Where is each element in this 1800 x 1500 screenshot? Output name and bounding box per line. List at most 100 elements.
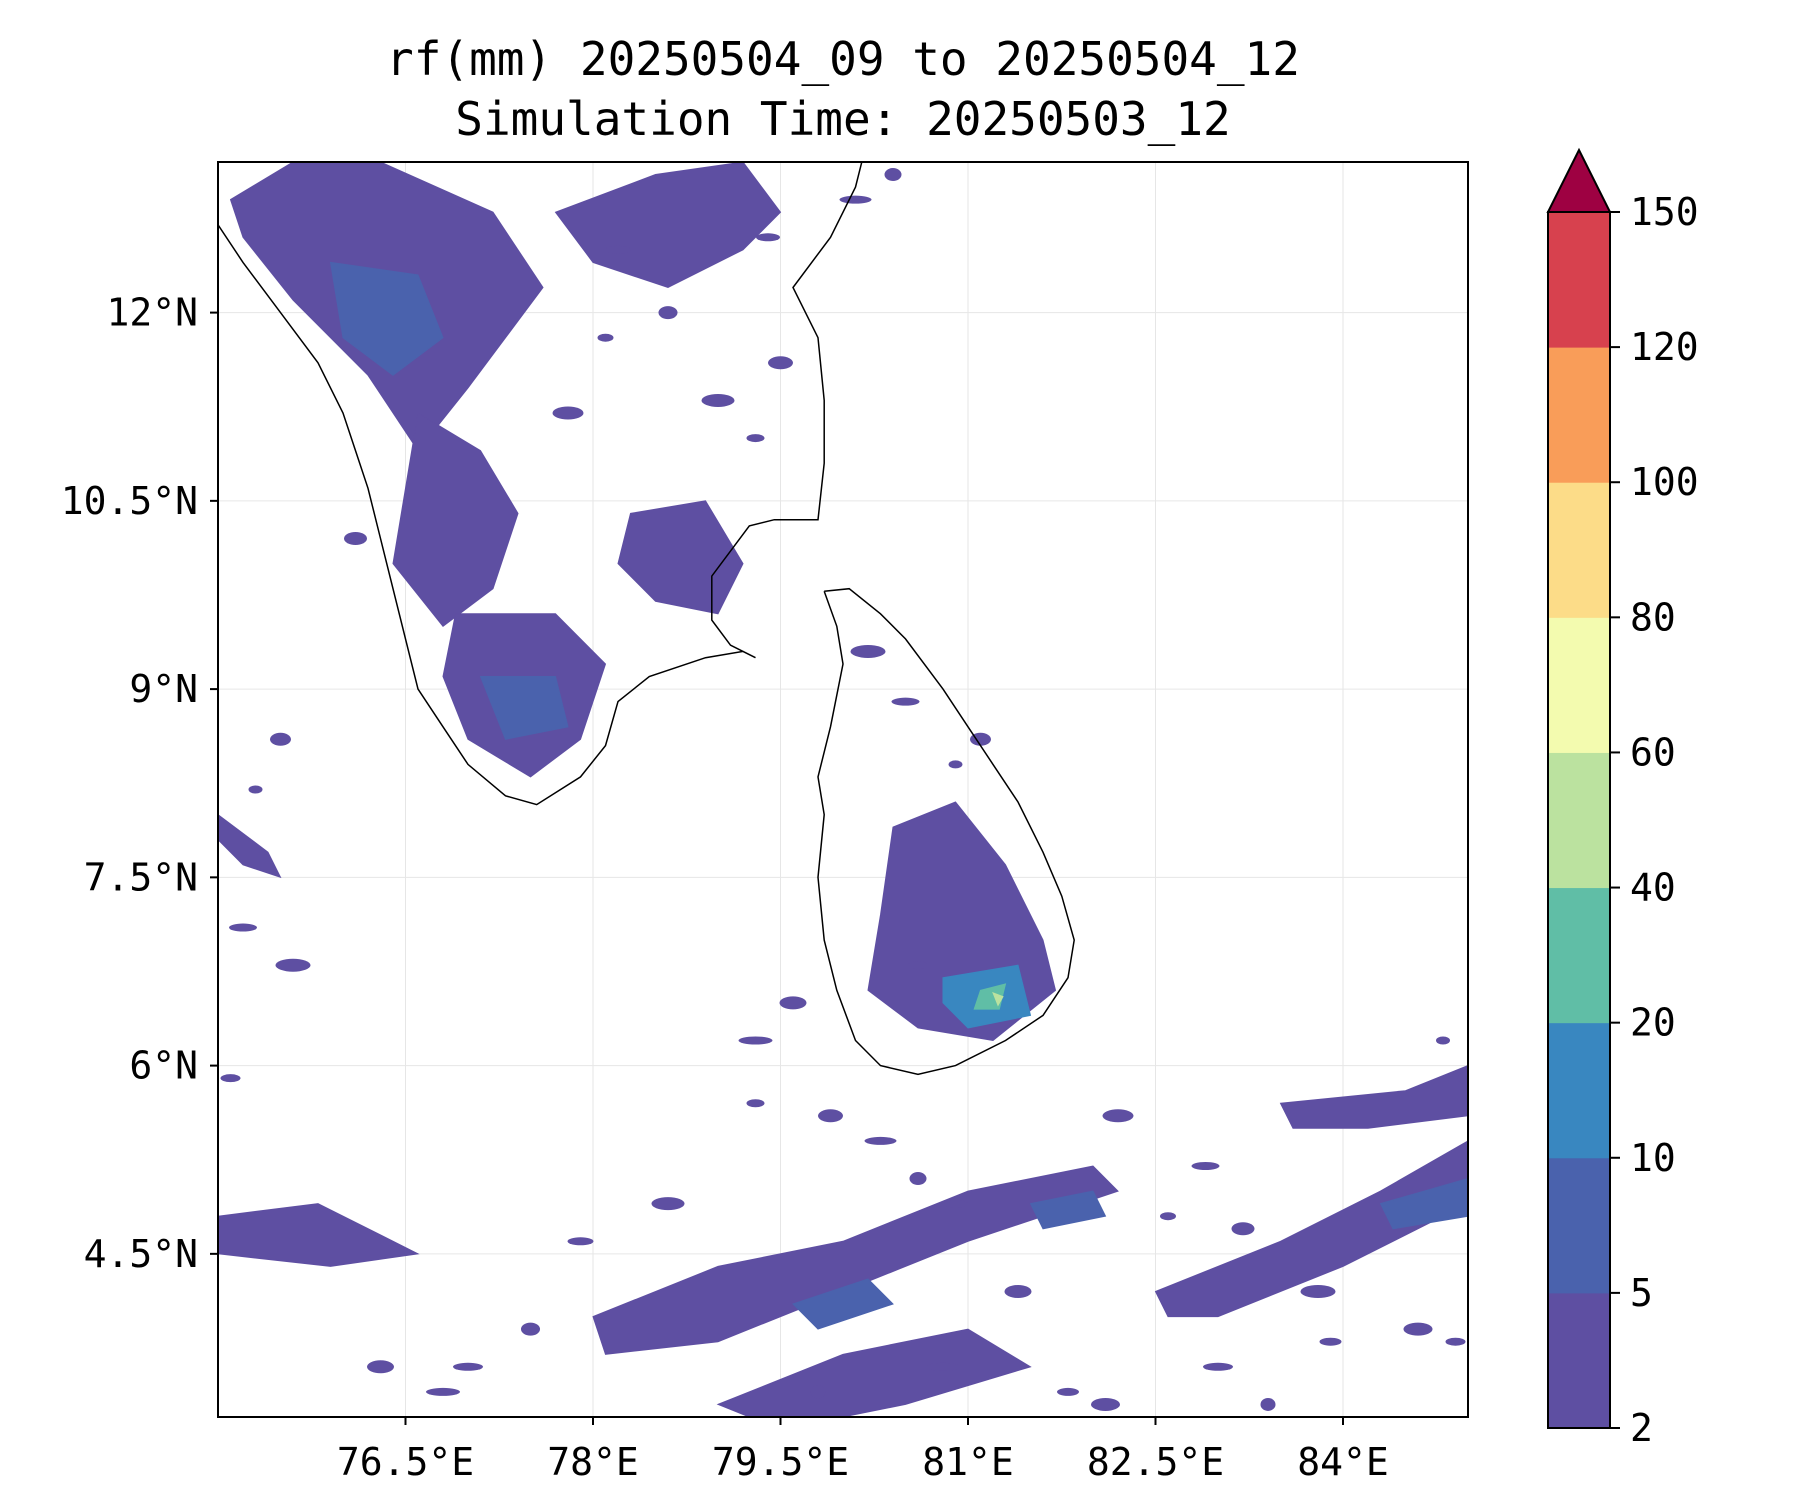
colorbar-segment-6 xyxy=(1548,482,1610,618)
colorbar-segment-1 xyxy=(1548,1157,1610,1294)
rain-cell-23 xyxy=(970,732,991,746)
rain-cell-40 xyxy=(453,1362,483,1371)
colorbar-label-4: 40 xyxy=(1630,866,1676,910)
rain-cell-8 xyxy=(567,1237,594,1246)
rain-cell-33 xyxy=(768,356,793,370)
rain-cell-38 xyxy=(597,333,614,342)
rain-region-western-ghats-mid xyxy=(392,412,519,627)
colorbar-extend-arrow xyxy=(1546,147,1612,213)
colorbar-segment-7 xyxy=(1548,347,1610,483)
colorbar-segment-3 xyxy=(1548,887,1610,1024)
rain-cell-44 xyxy=(1436,1036,1450,1045)
colorbar-segment-8 xyxy=(1548,212,1610,348)
rain-cell-24 xyxy=(891,697,920,706)
rain-region-equatorial-band-1 xyxy=(592,1165,1119,1355)
rain-cell-1 xyxy=(270,732,291,746)
rain-cell-46 xyxy=(1191,1162,1220,1170)
rain-cell-19 xyxy=(1260,1397,1276,1411)
rain-cell-47 xyxy=(1300,1285,1336,1298)
rain-region-equatorial-band-3 xyxy=(716,1328,1032,1417)
rain-cell-43 xyxy=(1091,1397,1120,1411)
rain-cell-29 xyxy=(658,306,678,320)
y-tick-label-4: 6°N xyxy=(129,1044,198,1088)
x-tick-label-3: 81°E xyxy=(922,1440,1014,1484)
rain-region-equatorial-band-4 xyxy=(1279,1065,1468,1129)
colorbar-label-1: 5 xyxy=(1630,1271,1653,1315)
rain-cell-28 xyxy=(738,1036,773,1045)
y-tick-label-3: 7.5°N xyxy=(84,855,198,899)
colorbar-frame xyxy=(1547,211,1611,1429)
rain-region-equatorial-core-3 xyxy=(1029,1190,1107,1230)
chart-title: rf(mm) 20250504_09 to 20250504_12 xyxy=(386,32,1300,86)
rain-cell-6 xyxy=(426,1387,460,1396)
rain-cell-17 xyxy=(1231,1222,1255,1236)
rain-region-equatorial-core-1 xyxy=(792,1278,894,1330)
rain-cell-3 xyxy=(275,958,311,972)
rain-region-equatorial-band-2 xyxy=(1154,1140,1468,1318)
coastline-sri-lanka xyxy=(817,587,1075,1076)
colorbar-label-8: 120 xyxy=(1630,325,1699,369)
colorbar-label-6: 80 xyxy=(1630,595,1676,639)
rain-cell-30 xyxy=(605,245,631,254)
colorbar-label-0: 2 xyxy=(1630,1406,1653,1450)
x-tick-label-4: 82.5°E xyxy=(1087,1440,1224,1484)
rain-cell-31 xyxy=(701,393,735,407)
y-tick-label-2: 9°N xyxy=(129,667,198,711)
rain-cell-15 xyxy=(1102,1109,1134,1123)
rain-cell-48 xyxy=(1445,1337,1466,1346)
rain-region-west-edge-strip xyxy=(218,813,282,879)
rain-region-tn-south-core xyxy=(479,676,569,740)
rain-region-equatorial-core-2 xyxy=(1379,1177,1468,1230)
x-tick-label-5: 84°E xyxy=(1297,1440,1389,1484)
colorbar-label-7: 100 xyxy=(1630,460,1699,504)
colorbar-label-9: 150 xyxy=(1630,190,1699,234)
rain-cell-0 xyxy=(248,785,263,794)
rain-cell-10 xyxy=(746,1099,765,1108)
rain-cell-34 xyxy=(839,195,872,204)
rain-cell-22 xyxy=(948,760,963,769)
rain-cell-9 xyxy=(651,1197,685,1211)
rain-cell-37 xyxy=(552,406,584,420)
rainfall-contours xyxy=(218,162,1468,1417)
rain-cell-20 xyxy=(1319,1337,1342,1346)
map-plot-area xyxy=(217,161,1469,1418)
rain-cell-2 xyxy=(229,923,257,932)
rain-cell-16 xyxy=(1160,1212,1176,1221)
rain-cell-7 xyxy=(521,1322,540,1336)
colorbar-segment-4 xyxy=(1548,752,1610,889)
rain-cell-11 xyxy=(818,1109,843,1123)
rain-cell-50 xyxy=(926,1362,960,1371)
rain-cell-36 xyxy=(756,233,780,242)
colorbar-label-3: 20 xyxy=(1630,1001,1676,1045)
colorbar-segment-2 xyxy=(1548,1022,1610,1159)
rain-cell-18 xyxy=(1203,1362,1233,1371)
rain-region-north-east-ghats xyxy=(554,162,782,289)
x-tick-label-1: 78°E xyxy=(547,1440,639,1484)
rain-cell-25 xyxy=(850,644,886,658)
rain-cell-4 xyxy=(220,1074,241,1083)
coastline-india xyxy=(218,162,863,806)
rain-cell-42 xyxy=(1057,1387,1079,1396)
rain-cell-12 xyxy=(864,1136,897,1145)
y-tick-label-1: 10.5°N xyxy=(61,479,198,523)
rain-cell-13 xyxy=(909,1172,927,1186)
rain-cell-27 xyxy=(779,996,807,1010)
colorbar-label-5: 60 xyxy=(1630,730,1676,774)
rain-cell-32 xyxy=(746,434,765,443)
colorbar-label-2: 10 xyxy=(1630,1136,1676,1180)
rain-region-west-edge-band xyxy=(218,1203,420,1267)
rain-region-kerala-core xyxy=(329,261,444,376)
rain-cell-45 xyxy=(1457,1071,1468,1085)
y-tick-label-0: 12°N xyxy=(106,291,198,335)
rain-cell-14 xyxy=(943,1199,968,1208)
rain-cell-49 xyxy=(1004,1285,1032,1298)
rain-cell-35 xyxy=(884,168,902,182)
colorbar-segment-0 xyxy=(1548,1292,1610,1429)
colorbar: 2 5 10 20 40 60 80 100 120 150 xyxy=(1546,147,1699,1450)
rain-region-sri-lanka-max xyxy=(992,991,1004,1007)
rain-cell-39 xyxy=(344,532,367,545)
y-tick-label-5: 4.5°N xyxy=(84,1232,198,1276)
rain-cell-26 xyxy=(908,961,928,970)
y-axis-ticks: 12°N 10.5°N 9°N 7.5°N 6°N 4.5°N xyxy=(61,291,218,1276)
